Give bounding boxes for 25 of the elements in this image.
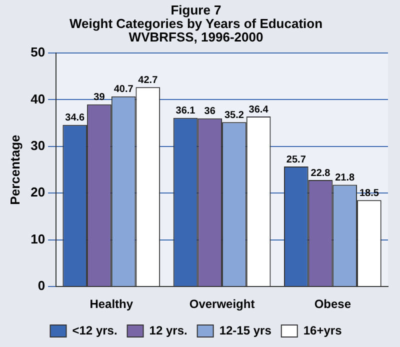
chart-title: Figure 7 Weight Categories by Years of Education WVBRFSS, 1996-2000 bbox=[69, 2, 323, 45]
data-label: 36 bbox=[204, 106, 216, 118]
y-tick-label: 40 bbox=[30, 91, 46, 106]
x-tick-label: Obese bbox=[314, 297, 352, 312]
y-tick-label: 10 bbox=[30, 231, 46, 246]
y-tick-label: 30 bbox=[30, 138, 46, 153]
data-label: 21.8 bbox=[335, 172, 356, 184]
legend-label: 16+yrs bbox=[303, 323, 342, 338]
y-tick-label: 0 bbox=[38, 278, 46, 294]
data-label: 42.7 bbox=[138, 74, 158, 86]
y-tick-label: 50 bbox=[30, 44, 46, 60]
data-label: 34.6 bbox=[65, 112, 86, 124]
y-tick-label: 20 bbox=[30, 184, 46, 200]
data-label: 25.7 bbox=[286, 154, 306, 166]
legend-label: <12 yrs. bbox=[72, 323, 118, 338]
data-label: 36.1 bbox=[176, 106, 196, 117]
x-tick-label: Overweight bbox=[189, 297, 255, 312]
data-label: 36.4 bbox=[248, 104, 269, 116]
legend-label: 12 yrs. bbox=[149, 323, 188, 338]
legend-label: 12-15 yrs bbox=[219, 323, 272, 338]
x-tick-label: Healthy bbox=[90, 297, 134, 312]
data-label: 35.2 bbox=[224, 110, 244, 121]
y-axis-title: Percentage bbox=[7, 134, 22, 205]
data-label: 40.7 bbox=[114, 84, 134, 96]
data-label: 22.8 bbox=[310, 168, 331, 179]
